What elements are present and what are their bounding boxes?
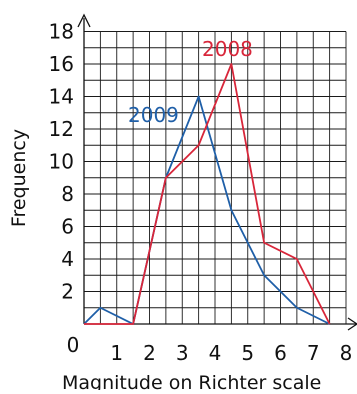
x-tick-label: 7 bbox=[307, 341, 320, 365]
y-tick-label: 16 bbox=[49, 52, 74, 76]
x-tick-label: 3 bbox=[176, 341, 189, 365]
y-tick-label: 2 bbox=[61, 280, 74, 304]
x-tick-label: 0 bbox=[67, 333, 80, 357]
axes bbox=[77, 13, 357, 331]
y-axis-arrow bbox=[77, 13, 91, 28]
x-tick-label: 5 bbox=[241, 341, 254, 365]
y-tick-label: 6 bbox=[61, 215, 74, 239]
y-tick-label: 12 bbox=[49, 117, 74, 141]
grid bbox=[84, 31, 347, 324]
x-tick-label: 2 bbox=[143, 341, 156, 365]
x-axis-arrow bbox=[347, 317, 357, 331]
y-tick-label: 18 bbox=[49, 20, 74, 44]
series-line-2008 bbox=[84, 63, 331, 325]
series-label-2009: 2009 bbox=[128, 103, 179, 127]
y-tick-label: 14 bbox=[49, 85, 74, 109]
y-tick-label: 8 bbox=[61, 182, 74, 206]
x-tick-label: 1 bbox=[110, 341, 123, 365]
y-tick-label: 10 bbox=[49, 150, 74, 174]
series-label-2008: 2008 bbox=[202, 37, 253, 61]
x-tick-label: 8 bbox=[340, 341, 353, 365]
x-tick-label: 6 bbox=[274, 341, 287, 365]
x-tick-label: 4 bbox=[209, 341, 222, 365]
y-tick-label: 4 bbox=[61, 247, 74, 271]
series-line-2009 bbox=[83, 95, 331, 325]
y-axis-title: Frequency bbox=[8, 129, 30, 227]
series bbox=[83, 63, 331, 325]
x-axis-title: Magnitude on Richter scale bbox=[62, 372, 321, 390]
